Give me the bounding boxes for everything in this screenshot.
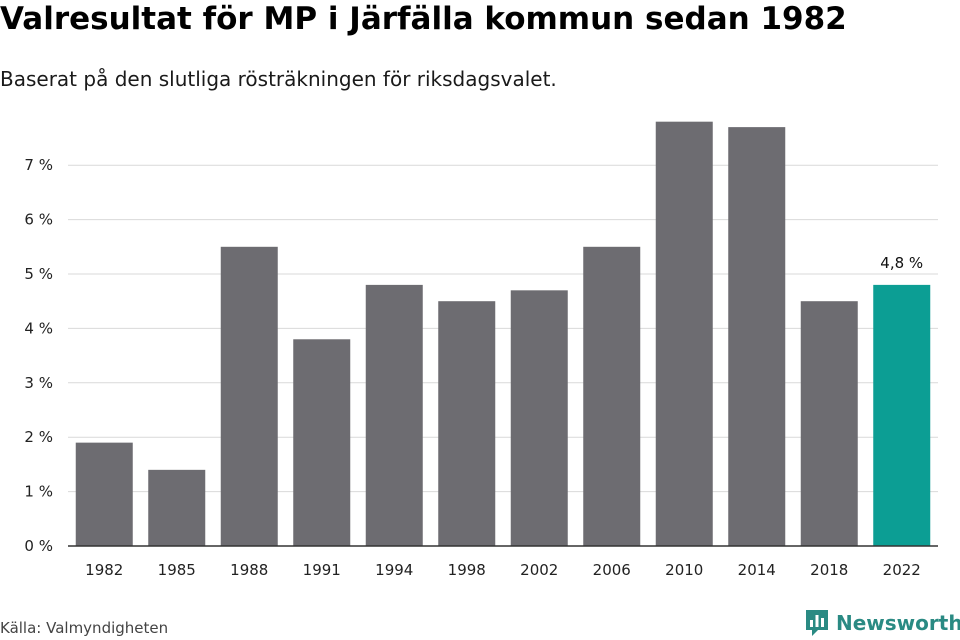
bar-2022 [873, 284, 931, 546]
chart-title: Valresultat för MP i Järfälla kommun sed… [0, 1, 847, 37]
y-tick-label: 1 % [24, 483, 53, 501]
y-tick-label: 7 % [24, 156, 53, 174]
y-tick-label: 0 % [24, 537, 53, 555]
source-note: Källa: Valmyndigheten [0, 619, 169, 637]
newsworthy-logo-icon [806, 610, 828, 636]
x-tick-label: 2014 [738, 561, 776, 579]
bar-2014 [728, 127, 786, 547]
bar-1985 [148, 469, 206, 546]
data-label: 4,8 % [880, 254, 923, 272]
x-tick-label: 2022 [883, 561, 921, 579]
y-tick-label: 5 % [24, 265, 53, 283]
x-tick-label: 1994 [375, 561, 413, 579]
bar-1994 [365, 284, 423, 546]
brand-logo[interactable]: Newsworthy [804, 608, 960, 638]
bar-2010 [655, 121, 713, 547]
x-tick-label: 1982 [85, 561, 123, 579]
x-tick-label: 1988 [230, 561, 268, 579]
x-tick-label: 2002 [520, 561, 558, 579]
bar-1982 [75, 442, 133, 546]
y-tick-label: 6 % [24, 211, 53, 229]
bar-1998 [438, 301, 496, 546]
bar-2018 [800, 301, 858, 546]
y-tick-label: 4 % [24, 319, 53, 337]
bar-2006 [583, 246, 641, 547]
x-tick-label: 2006 [593, 561, 631, 579]
bar-1988 [220, 246, 278, 547]
x-tick-label: 1985 [158, 561, 196, 579]
x-tick-label: 2018 [810, 561, 848, 579]
bar-chart: 0 % 1 % 2 % 3 % 4 % 5 % 6 % 7 % 1982 1985 1988 1991… [24, 121, 938, 579]
brand-name: Newsworthy [836, 611, 960, 635]
y-tick-label: 3 % [24, 374, 53, 392]
bar-2002 [510, 290, 568, 546]
y-tick-label: 2 % [24, 428, 53, 446]
bar-1991 [293, 339, 351, 546]
x-tick-label: 1991 [303, 561, 341, 579]
x-tick-label: 2010 [665, 561, 703, 579]
x-tick-label: 1998 [448, 561, 486, 579]
chart-subtitle: Baserat på den slutliga rösträkningen fö… [0, 67, 557, 91]
